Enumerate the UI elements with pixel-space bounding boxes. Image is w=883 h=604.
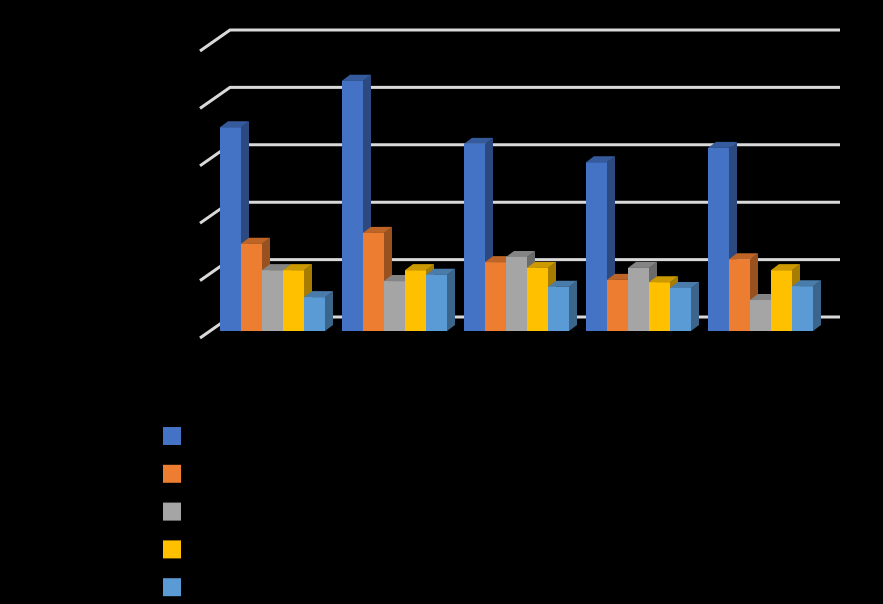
bar-top (506, 250, 535, 257)
bar-top (220, 121, 249, 128)
bar-front (750, 300, 771, 331)
bar-front (262, 270, 283, 331)
bar-front (506, 256, 527, 331)
bar-front (670, 287, 691, 331)
bar-top (527, 261, 556, 268)
bar-front (607, 279, 628, 331)
bar-front (527, 267, 548, 331)
bar-front (771, 270, 792, 331)
bar-top (283, 264, 312, 271)
legend-swatch (163, 578, 181, 597)
bar-front (342, 80, 363, 332)
bar-top (771, 264, 800, 271)
bar-top (342, 74, 371, 81)
bar-top (426, 268, 455, 275)
bar-top (464, 137, 493, 144)
bar-front (464, 143, 485, 331)
bar-top (792, 280, 821, 287)
grid-line (199, 85, 840, 110)
legend-swatch (163, 427, 181, 445)
bar-front (548, 286, 569, 331)
legend-swatch (163, 464, 181, 483)
bar-top (649, 276, 678, 283)
bar-front (628, 267, 649, 331)
bar (670, 281, 699, 331)
bar (792, 280, 821, 331)
bar-top (262, 264, 291, 271)
bar-top (586, 156, 615, 163)
bar-front (485, 262, 506, 331)
legend-swatch (163, 502, 181, 521)
legend-swatch (163, 540, 181, 559)
bar-top (405, 264, 434, 271)
bar-front (283, 270, 304, 331)
bar-front (649, 282, 670, 331)
bar-top (241, 237, 270, 244)
bar-front (241, 243, 262, 331)
bar-front (708, 147, 729, 331)
bar-front (426, 274, 447, 331)
bar (548, 280, 577, 331)
bar-side (691, 281, 699, 331)
bar-front (384, 281, 405, 331)
bar-top (708, 141, 737, 148)
bar-top (363, 226, 392, 233)
bar-side (325, 291, 333, 331)
bar-front (586, 162, 607, 331)
bar-side (813, 280, 821, 331)
bar-front (304, 297, 325, 331)
bar-front (729, 259, 750, 331)
bar-side (447, 268, 455, 331)
bar-top (628, 261, 657, 268)
bar-front (220, 127, 241, 331)
grid-line (199, 28, 840, 53)
bar-top (304, 291, 333, 298)
bar-front (405, 270, 426, 331)
bar-side (569, 280, 577, 331)
bar-front (792, 286, 813, 331)
bar-top (729, 253, 758, 260)
bar-front (363, 232, 384, 331)
bar-top (670, 281, 699, 288)
bar (426, 268, 455, 331)
bar (304, 291, 333, 331)
bar-top (548, 280, 577, 287)
